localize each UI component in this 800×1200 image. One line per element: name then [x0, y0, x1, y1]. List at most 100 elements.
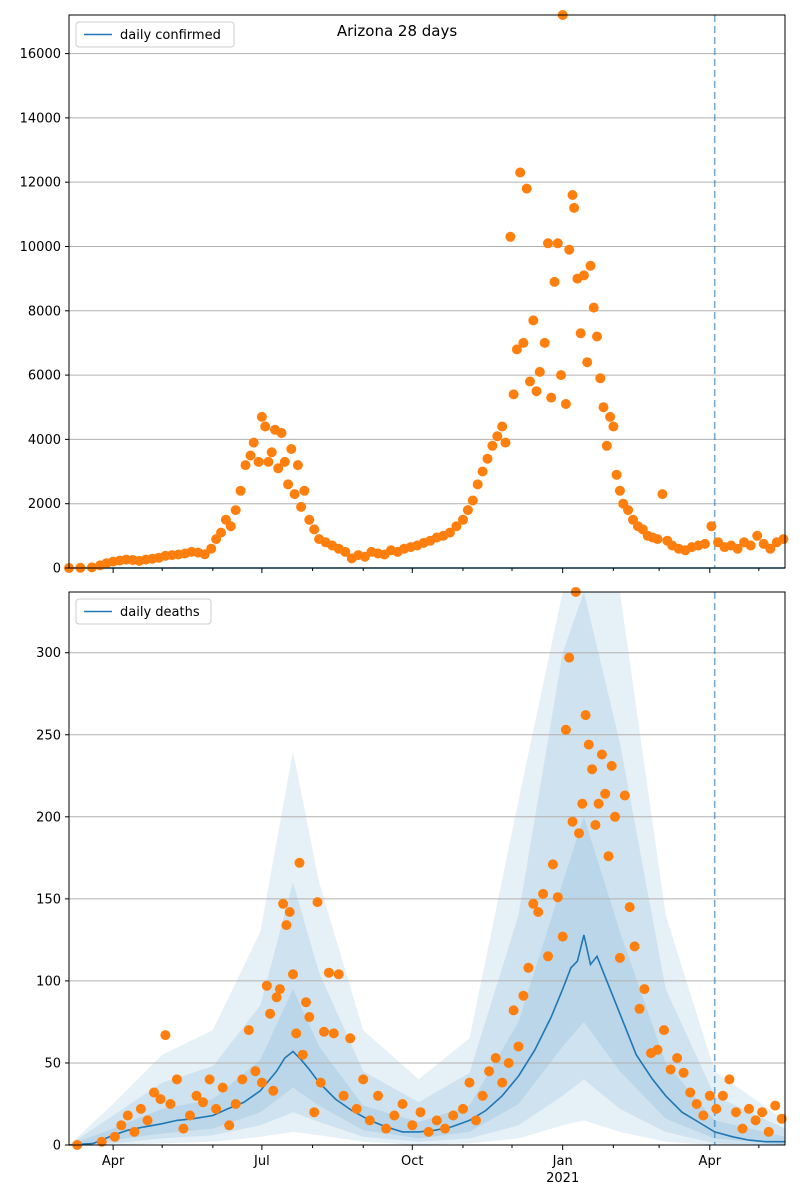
- deaths-data-point: [477, 1090, 488, 1101]
- deaths-y-tick-label: 300: [36, 646, 61, 661]
- confirmed-data-point: [575, 328, 586, 339]
- deaths-data-point: [757, 1107, 768, 1118]
- confirmed-x-axis: [112, 568, 760, 573]
- confirmed-data-point: [340, 546, 351, 557]
- deaths-data-point: [763, 1126, 774, 1137]
- deaths-data-point: [142, 1115, 153, 1126]
- deaths-data-point: [533, 907, 544, 917]
- confirmed-data-point: [588, 302, 599, 313]
- deaths-data-point: [490, 1053, 501, 1063]
- confirmed-data-point: [608, 421, 619, 432]
- deaths-data-point: [135, 1103, 146, 1114]
- confirmed-data-point: [592, 331, 602, 342]
- confirmed-data-point: [299, 485, 310, 496]
- confirmed-data-point: [511, 344, 522, 355]
- deaths-data-point: [440, 1123, 450, 1134]
- deaths-data-point: [629, 941, 640, 952]
- confirmed-data-point: [582, 357, 593, 368]
- deaths-data-point: [567, 816, 578, 827]
- deaths-data-point: [557, 931, 568, 942]
- deaths-data-point: [659, 1025, 669, 1036]
- confirmed-data-point: [539, 337, 550, 348]
- confirmed-data-point: [732, 543, 743, 554]
- confirmed-data-point: [245, 450, 256, 461]
- deaths-band-1: [69, 592, 785, 1145]
- confirmed-y-tick-label: 14000: [20, 111, 61, 126]
- deaths-data-point: [471, 1115, 481, 1126]
- confirmed-y-axis: 0 2000 4000 6000 8000 10000 12000 14000 16000: [20, 47, 69, 577]
- confirmed-scatter-series: [64, 10, 789, 573]
- confirmed-gridlines: [69, 53, 785, 569]
- deaths-data-point: [407, 1120, 418, 1131]
- deaths-axes-frame: [68, 591, 786, 1146]
- deaths-data-point: [278, 898, 289, 909]
- deaths-data-point: [149, 1087, 159, 1098]
- confirmed-data-point: [598, 402, 609, 413]
- deaths-data-point: [691, 1099, 702, 1109]
- deaths-data-point: [600, 788, 611, 799]
- deaths-y-tick-label: 250: [36, 728, 61, 743]
- confirmed-data-point: [206, 543, 217, 554]
- deaths-data-point: [448, 1110, 459, 1121]
- confirmed-data-point: [508, 389, 519, 400]
- chart-title: Arizona 28 days: [337, 22, 458, 40]
- deaths-data-point: [770, 1100, 781, 1111]
- deaths-data-point: [560, 724, 571, 735]
- deaths-data-point: [351, 1103, 362, 1114]
- deaths-data-point: [261, 980, 272, 991]
- deaths-data-point: [109, 1131, 120, 1142]
- confirmed-data-point: [657, 489, 668, 500]
- deaths-data-point: [217, 1082, 228, 1093]
- deaths-data-point: [704, 1090, 715, 1101]
- deaths-data-point: [288, 969, 298, 980]
- deaths-data-point: [397, 1099, 408, 1109]
- deaths-data-point: [606, 760, 617, 771]
- deaths-data-point: [564, 652, 575, 663]
- deaths-legend-box: [75, 598, 212, 625]
- confirmed-data-point: [256, 411, 267, 422]
- deaths-data-point: [528, 898, 539, 909]
- deaths-y-tick-label: 50: [44, 1056, 61, 1071]
- deaths-data-point: [304, 1012, 315, 1022]
- deaths-data-point: [230, 1099, 241, 1109]
- deaths-data-point: [503, 1058, 514, 1068]
- confirmed-y-tick-label: 16000: [20, 47, 61, 62]
- deaths-legend: daily deaths: [75, 598, 212, 625]
- confirmed-data-point: [652, 534, 663, 545]
- deaths-data-point: [744, 1103, 754, 1114]
- deaths-data-point: [122, 1110, 133, 1121]
- confirmed-data-point: [585, 260, 596, 271]
- confirmed-legend: daily confirmed: [75, 21, 235, 48]
- deaths-x-tick-label: Jan: [552, 1154, 573, 1169]
- deaths-data-point: [513, 1041, 524, 1052]
- deaths-y-axis: 0 50 100 150 200 250 300: [36, 646, 69, 1154]
- confirmed-data-point: [534, 366, 545, 377]
- confirmed-legend-box: [75, 21, 235, 48]
- deaths-y-tick-label: 0: [53, 1139, 61, 1154]
- deaths-data-point: [590, 820, 601, 830]
- confirmed-y-tick-label: 6000: [28, 369, 61, 384]
- deaths-data-point: [338, 1090, 349, 1101]
- deaths-data-point: [665, 1064, 676, 1075]
- deaths-data-point: [731, 1107, 741, 1118]
- deaths-data-point: [415, 1107, 426, 1118]
- confirmed-data-point: [458, 514, 468, 525]
- deaths-x-tick-label: Jul: [253, 1154, 270, 1169]
- confirmed-data-point: [467, 495, 478, 506]
- deaths-data-point: [250, 1066, 261, 1077]
- deaths-data-point: [596, 749, 607, 760]
- deaths-data-point: [243, 1025, 254, 1036]
- confirmed-data-point: [578, 270, 589, 281]
- confirmed-y-tick-label: 12000: [20, 176, 61, 191]
- deaths-data-point: [297, 1049, 308, 1060]
- deaths-data-point: [198, 1097, 208, 1108]
- confirmed-data-point: [543, 238, 553, 249]
- deaths-data-point: [497, 1077, 508, 1088]
- confirmed-data-point: [611, 469, 622, 480]
- deaths-data-point: [204, 1074, 215, 1085]
- deaths-data-point: [614, 952, 625, 963]
- confirmed-data-point: [505, 231, 516, 242]
- confirmed-legend-label: daily confirmed: [120, 28, 221, 43]
- deaths-data-point: [309, 1107, 320, 1118]
- confirmed-data-point: [286, 444, 297, 454]
